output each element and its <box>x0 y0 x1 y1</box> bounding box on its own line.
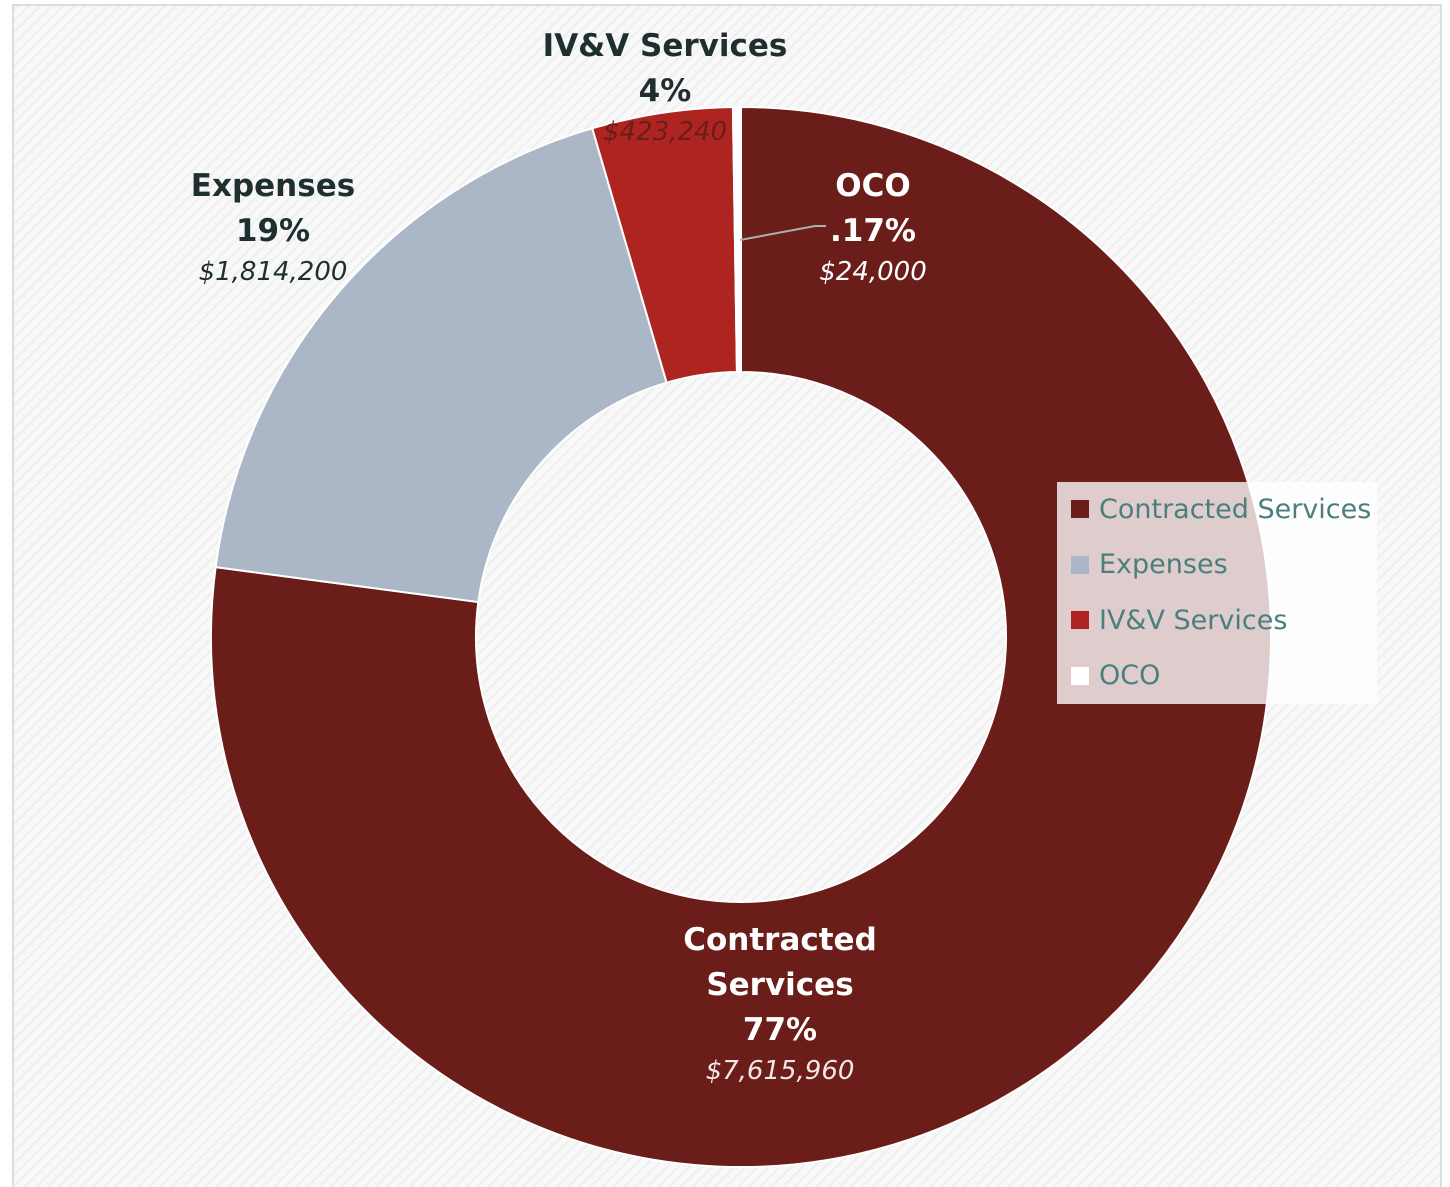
legend-item: Contracted Services <box>1071 493 1372 525</box>
label-name: Contracted Services <box>683 922 877 1003</box>
data-label: IV&V Services 4% $423,240 <box>515 24 815 152</box>
legend-swatch <box>1071 500 1089 518</box>
data-label: Contracted Services 77% $7,615,960 <box>670 918 890 1091</box>
label-percent: 4% <box>638 72 692 109</box>
label-percent: 19% <box>235 212 311 249</box>
legend-item: OCO <box>1071 660 1161 691</box>
legend-item: IV&V Services <box>1071 604 1288 636</box>
legend-swatch <box>1071 611 1089 629</box>
label-value: $7,615,960 <box>705 1055 855 1086</box>
legend-label: IV&V Services <box>1099 604 1288 636</box>
legend-swatch <box>1071 555 1089 574</box>
legend-label: Contracted Services <box>1099 493 1372 525</box>
label-name: IV&V Services <box>542 28 788 64</box>
label-name: Expenses <box>190 168 356 204</box>
label-percent: .17% <box>830 212 916 249</box>
label-value: $1,814,200 <box>198 256 348 287</box>
label-name: OCO <box>835 168 911 204</box>
legend: Contracted Services Expenses IV&V Services… <box>1057 482 1377 704</box>
legend-item: Expenses <box>1071 549 1228 580</box>
label-value: $423,240 <box>602 116 728 147</box>
slice <box>731 105 742 374</box>
legend-label: OCO <box>1099 660 1161 691</box>
label-value: $24,000 <box>819 256 927 287</box>
label-percent: 77% <box>742 1011 818 1048</box>
legend-swatch <box>1071 666 1089 685</box>
slice <box>214 127 668 604</box>
data-label: Expenses 19% $1,814,200 <box>123 164 423 292</box>
leader-line <box>739 225 826 241</box>
legend-label: Expenses <box>1099 549 1228 580</box>
data-label: OCO .17% $24,000 <box>773 164 973 292</box>
